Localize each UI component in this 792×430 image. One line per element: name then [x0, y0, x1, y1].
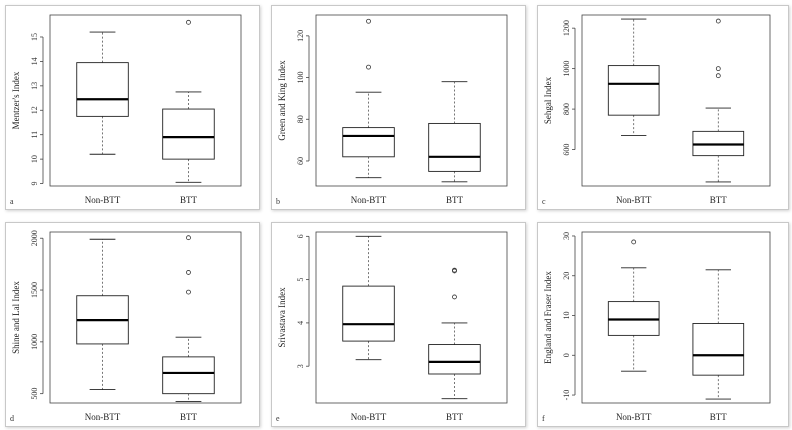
chart-svg: 500 1000 1500 2000 Shine and Lal Index Non-BT…: [10, 230, 242, 423]
chart-svg: 600 800 1000 1200 Sehgal Index Non-BTT BTT c: [542, 14, 771, 206]
y-tick-label: 12: [30, 106, 39, 114]
x-category-label: Non-BTT: [616, 412, 652, 422]
y-tick-label: 15: [30, 33, 39, 41]
outlier-point: [186, 235, 191, 241]
box-iqr: [76, 62, 129, 117]
plot-frame: [49, 14, 242, 187]
panel-letter: e: [276, 414, 280, 423]
x-category-label: Non-BTT: [351, 195, 387, 205]
panel-b: 60 80 100 120 Green and King Index Non-BTT BTT…: [271, 5, 526, 210]
y-tick-label: 2000: [30, 230, 39, 246]
box-iqr: [428, 344, 481, 375]
chart-svg: 3 4 5 6 Srivastava Index Non-BTT BTT e: [276, 231, 508, 423]
chart-svg: -10 0 10 20 30 England and Fraser Index Non-BT…: [542, 231, 771, 423]
y-tick-label: 13: [30, 82, 39, 90]
panel-f: -10 0 10 20 30 England and Fraser Index Non-BT…: [537, 222, 789, 427]
x-category-label: BTT: [710, 195, 728, 205]
y-tick-label: 20: [562, 272, 571, 280]
y-axis-label: Shine and Lal Index: [11, 281, 21, 354]
outlier-point: [186, 270, 191, 275]
x-category-label: BTT: [180, 195, 198, 205]
y-tick-label: 0: [562, 353, 571, 357]
outlier-point: [715, 66, 721, 72]
y-tick-label: 800: [562, 103, 571, 115]
box-iqr: [428, 122, 481, 172]
box-iqr: [162, 108, 215, 160]
panel-letter: c: [542, 197, 546, 206]
plot-frame: [581, 14, 771, 187]
x-category-label: Non-BTT: [85, 195, 121, 205]
y-axis-label: Mentzer's Index: [11, 71, 21, 129]
y-tick-label: 5: [296, 278, 305, 282]
plot-frame: [49, 231, 242, 404]
chart-svg: 9 10 11 12 13 14 15 Mentzer's Index Non-BTT BTT a: [10, 14, 242, 206]
outlier-point: [715, 73, 721, 79]
y-axis-label: Sehgal Index: [543, 76, 553, 124]
plot-frame: [581, 231, 771, 404]
box-iqr: [162, 356, 215, 395]
panel-letter: f: [542, 414, 545, 423]
panel-letter: d: [10, 414, 14, 423]
outlier-point: [186, 289, 191, 295]
y-tick-label: 10: [30, 155, 39, 163]
y-axis-label: Srivastava Index: [277, 287, 287, 348]
panel-letter: a: [10, 197, 14, 206]
plot-frame: [315, 14, 508, 187]
outlier-point: [186, 19, 191, 25]
x-category-label: BTT: [180, 412, 198, 422]
outlier-point: [631, 239, 637, 245]
y-tick-label: 10: [562, 312, 571, 320]
x-category-label: Non-BTT: [85, 412, 121, 422]
panel-letter: b: [276, 197, 280, 206]
outlier-point: [452, 294, 457, 300]
y-tick-label: 1500: [30, 282, 39, 298]
outlier-point: [366, 18, 371, 24]
y-tick-label: 500: [30, 388, 39, 400]
panel-e: 3 4 5 6 Srivastava Index Non-BTT BTT e: [271, 222, 526, 427]
y-axis-label: England and Fraser Index: [543, 271, 553, 364]
x-category-label: BTT: [446, 412, 464, 422]
panel-d: 500 1000 1500 2000 Shine and Lal Index Non-BT…: [5, 222, 260, 427]
y-tick-label: -10: [562, 390, 571, 401]
panel-c: 600 800 1000 1200 Sehgal Index Non-BTT BTT c: [537, 5, 789, 210]
box-iqr: [342, 127, 395, 158]
y-tick-label: 11: [30, 131, 39, 139]
y-tick-label: 4: [296, 321, 305, 325]
x-category-label: Non-BTT: [351, 412, 387, 422]
y-tick-label: 9: [30, 182, 39, 186]
outlier-point: [452, 267, 457, 273]
outlier-point: [366, 64, 371, 70]
y-tick-label: 1000: [562, 61, 571, 77]
y-tick-label: 3: [296, 364, 305, 368]
x-category-label: BTT: [710, 412, 728, 422]
y-tick-label: 120: [296, 30, 305, 42]
x-category-label: BTT: [446, 195, 464, 205]
y-tick-label: 6: [296, 234, 305, 238]
box-iqr: [607, 65, 660, 116]
y-tick-label: 100: [296, 72, 305, 84]
box-iqr: [342, 285, 395, 342]
y-tick-label: 30: [562, 232, 571, 240]
outlier-point: [715, 18, 721, 24]
box-iqr: [692, 323, 745, 376]
y-tick-label: 14: [30, 57, 39, 65]
y-tick-label: 1200: [562, 20, 571, 36]
plot-frame: [315, 231, 508, 404]
y-tick-label: 60: [296, 157, 305, 165]
y-axis-label: Green and King Index: [277, 60, 287, 141]
chart-svg: 60 80 100 120 Green and King Index Non-BTT BTT…: [276, 14, 508, 206]
y-tick-label: 600: [562, 144, 571, 156]
panel-a: 9 10 11 12 13 14 15 Mentzer's Index Non-BTT BTT a: [5, 5, 260, 210]
y-tick-label: 1000: [30, 334, 39, 350]
x-category-label: Non-BTT: [616, 195, 652, 205]
y-tick-label: 80: [296, 115, 305, 123]
